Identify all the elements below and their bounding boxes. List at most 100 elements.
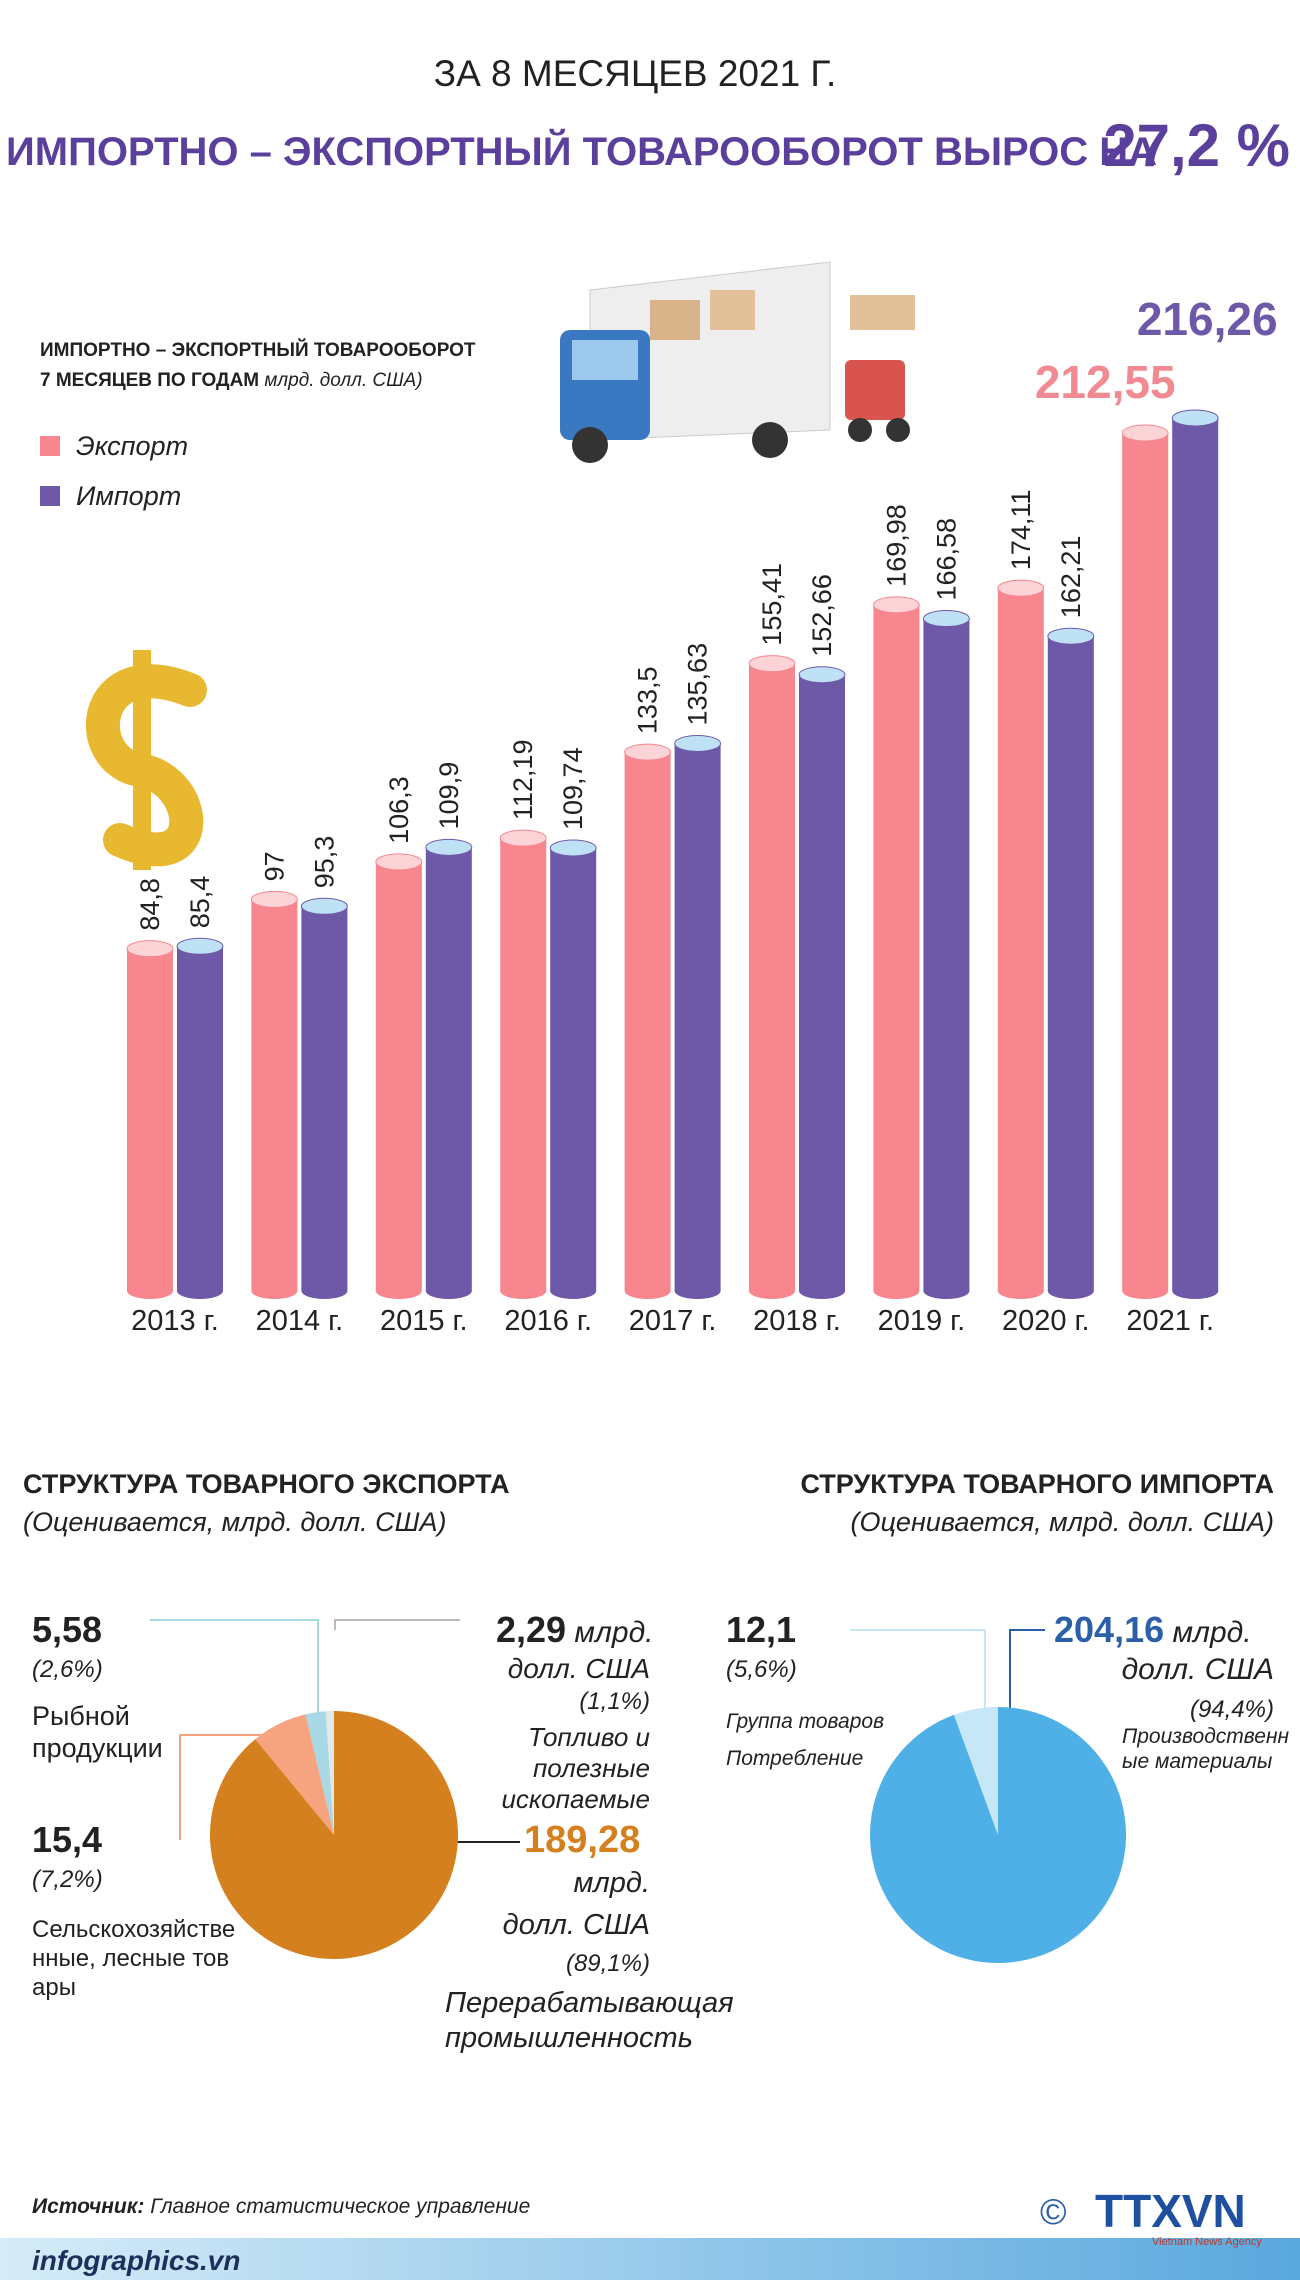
export-title: СТРУКТУРА ТОВАРНОГО ЭКСПОРТА — [23, 1469, 510, 1499]
site: infographics.vn — [32, 2245, 241, 2276]
percent-label: (7,2%) — [32, 1866, 103, 1893]
value-label: 84,8 — [135, 878, 165, 931]
value-label: 162,21 — [1056, 536, 1086, 619]
import-title: СТРУКТУРА ТОВАРНОГО ИМПОРТА — [800, 1469, 1274, 1499]
bar-cap — [872, 596, 920, 614]
x-tick-label: 2017 г. — [629, 1305, 717, 1337]
category-label: Группа товаров Потребление — [726, 1710, 885, 1770]
bar-cap — [126, 940, 174, 958]
value-label: 112,19 — [508, 740, 538, 821]
bar-cap — [1047, 627, 1095, 645]
legend-label: Экспорт — [76, 431, 189, 461]
bar — [425, 847, 472, 1291]
pie-slice — [953, 1707, 998, 1835]
x-tick-label: 2016 г. — [504, 1305, 592, 1337]
bar-cap — [798, 666, 846, 684]
bar-cap — [250, 890, 298, 908]
agency: Vietnam News Agency — [1152, 2236, 1262, 2248]
bar-chart-subtitle: 7 МЕСЯЦЕВ ПО ГОДАМ — [40, 370, 260, 391]
x-tick-label: 2021 г. — [1126, 1305, 1214, 1337]
value-label: 85,4 — [185, 876, 215, 929]
bar-cap — [748, 655, 796, 673]
category-label: Рыбной продукции — [32, 1701, 163, 1764]
x-tick-label: 2014 г. — [256, 1305, 344, 1337]
unit-label: долл. США — [507, 1653, 650, 1684]
bar-cap — [674, 734, 722, 752]
bar-chart-subtitle-row: 7 МЕСЯЦЕВ ПО ГОДАМ млрд. долл. США) — [40, 370, 423, 393]
pie-slice — [210, 1711, 459, 1959]
category-label: Производственные материалы — [1122, 1725, 1290, 1774]
bar-cap — [1121, 424, 1169, 442]
bar — [923, 618, 970, 1291]
bar — [1122, 432, 1169, 1291]
page-highlight: 27,2 % — [1103, 112, 1290, 179]
category-label: Топливо и полезные ископаемые — [501, 1722, 650, 1815]
value-label: 133,5 — [633, 667, 663, 735]
bar-cap — [300, 897, 348, 915]
bar-chart-title: ИМПОРТНО – ЭКСПОРТНЫЙ ТОВАРООБОРОТ — [40, 340, 476, 361]
value-label: 109,74 — [558, 747, 588, 830]
dollar-illustration — [85, 650, 207, 870]
value-label: 169,98 — [881, 504, 911, 587]
bar-cap — [922, 610, 970, 628]
pie-slice — [325, 1711, 334, 1835]
unit-label: млрд. — [574, 1616, 654, 1649]
logo: TTXVN — [1095, 2185, 1246, 2237]
unit-label: млрд. — [573, 1867, 650, 1899]
value-label: 15,4 — [32, 1819, 103, 1860]
value-row: 204,16 млрд. — [1054, 1608, 1252, 1651]
value-label: 212,55 — [1035, 356, 1176, 408]
bar-cap — [176, 937, 224, 955]
x-tick-label: 2019 г. — [878, 1305, 966, 1337]
value-label: 97 — [259, 851, 289, 881]
source-label: Источник: — [32, 2195, 145, 2218]
page-subtitle: ЗА 8 МЕСЯЦЕВ 2021 Г. — [433, 53, 837, 94]
import-subtitle: (Оценивается, млрд. долл. США) — [850, 1507, 1275, 1537]
pie-slice — [255, 1714, 334, 1835]
bar-cap — [549, 839, 597, 857]
unit-label: долл. США — [502, 1909, 650, 1941]
page-title: ИМПОРТНО – ЭКСПОРТНЫЙ ТОВАРООБОРОТ ВЫРОС… — [6, 130, 1158, 174]
bar-cap — [499, 829, 547, 847]
value-row: 2,29 млрд. — [496, 1608, 654, 1651]
bar-cap — [997, 579, 1045, 597]
x-tick-label: 2015 г. — [380, 1305, 468, 1337]
percent-label: (2,6%) — [32, 1656, 103, 1683]
bar — [1172, 418, 1219, 1291]
bar-cap — [624, 743, 672, 761]
value-label: 166,58 — [931, 518, 961, 601]
bar — [873, 604, 920, 1291]
value-label: 109,9 — [434, 762, 464, 830]
category-label: Сельскохозяйственные, лесные товары — [32, 1916, 236, 2001]
bar — [997, 588, 1044, 1291]
legend-swatch — [40, 486, 60, 506]
bar — [375, 861, 422, 1291]
bar — [127, 948, 173, 1291]
x-tick-label: 2018 г. — [753, 1305, 841, 1337]
pie-slice — [305, 1711, 334, 1835]
pie-slice — [869, 1707, 1126, 1964]
value-label: 216,26 — [1137, 293, 1278, 345]
bar — [550, 848, 597, 1291]
value-label: 152,66 — [807, 574, 837, 657]
bar-cap — [375, 853, 423, 871]
bar-cap — [1171, 409, 1219, 427]
legend-swatch — [40, 436, 60, 456]
category-label: Перерабатывающая промышленность — [445, 1987, 734, 2054]
bar — [749, 663, 795, 1291]
source: Главное статистическое управление — [150, 2195, 531, 2218]
value-label: 135,63 — [683, 643, 713, 726]
legend-label: Импорт — [76, 481, 182, 511]
source-row: Источник: Главное статистическое управле… — [32, 2194, 530, 2219]
percent-label: (1,1%) — [579, 1688, 650, 1715]
percent-label: (5,6%) — [726, 1656, 797, 1683]
value-label: 106,3 — [384, 776, 414, 844]
bar-chart-unit: млрд. долл. США) — [264, 370, 423, 391]
unit-label: млрд. — [1172, 1616, 1252, 1649]
unit-label: долл. США — [1121, 1653, 1274, 1686]
bar-cap — [425, 838, 473, 856]
bar — [1047, 636, 1094, 1291]
value-label: 189,28 — [524, 1819, 641, 1861]
bar — [799, 674, 845, 1291]
